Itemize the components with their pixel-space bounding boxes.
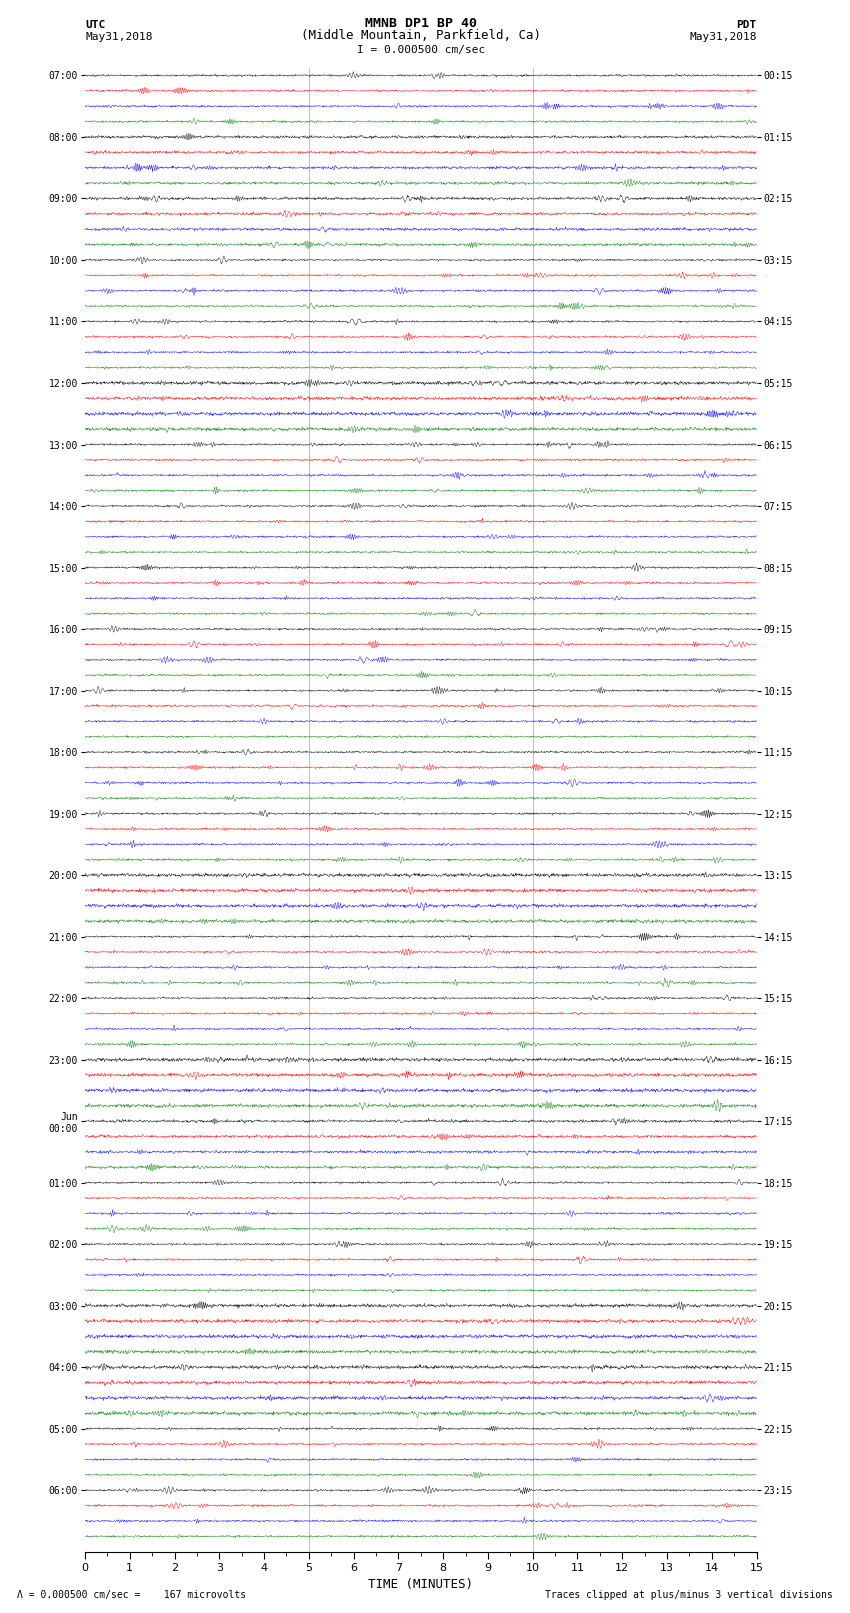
Text: PDT: PDT	[736, 19, 756, 31]
Text: MMNB DP1 BP 40: MMNB DP1 BP 40	[365, 16, 477, 31]
Text: Traces clipped at plus/minus 3 vertical divisions: Traces clipped at plus/minus 3 vertical …	[545, 1590, 833, 1600]
X-axis label: TIME (MINUTES): TIME (MINUTES)	[368, 1579, 473, 1592]
Text: UTC: UTC	[85, 19, 105, 31]
Text: Λ = 0.000500 cm/sec =    167 microvolts: Λ = 0.000500 cm/sec = 167 microvolts	[17, 1590, 246, 1600]
Text: (Middle Mountain, Parkfield, Ca): (Middle Mountain, Parkfield, Ca)	[301, 29, 541, 42]
Text: May31,2018: May31,2018	[689, 32, 756, 42]
Text: I = 0.000500 cm/sec: I = 0.000500 cm/sec	[357, 45, 484, 55]
Text: May31,2018: May31,2018	[85, 32, 152, 42]
